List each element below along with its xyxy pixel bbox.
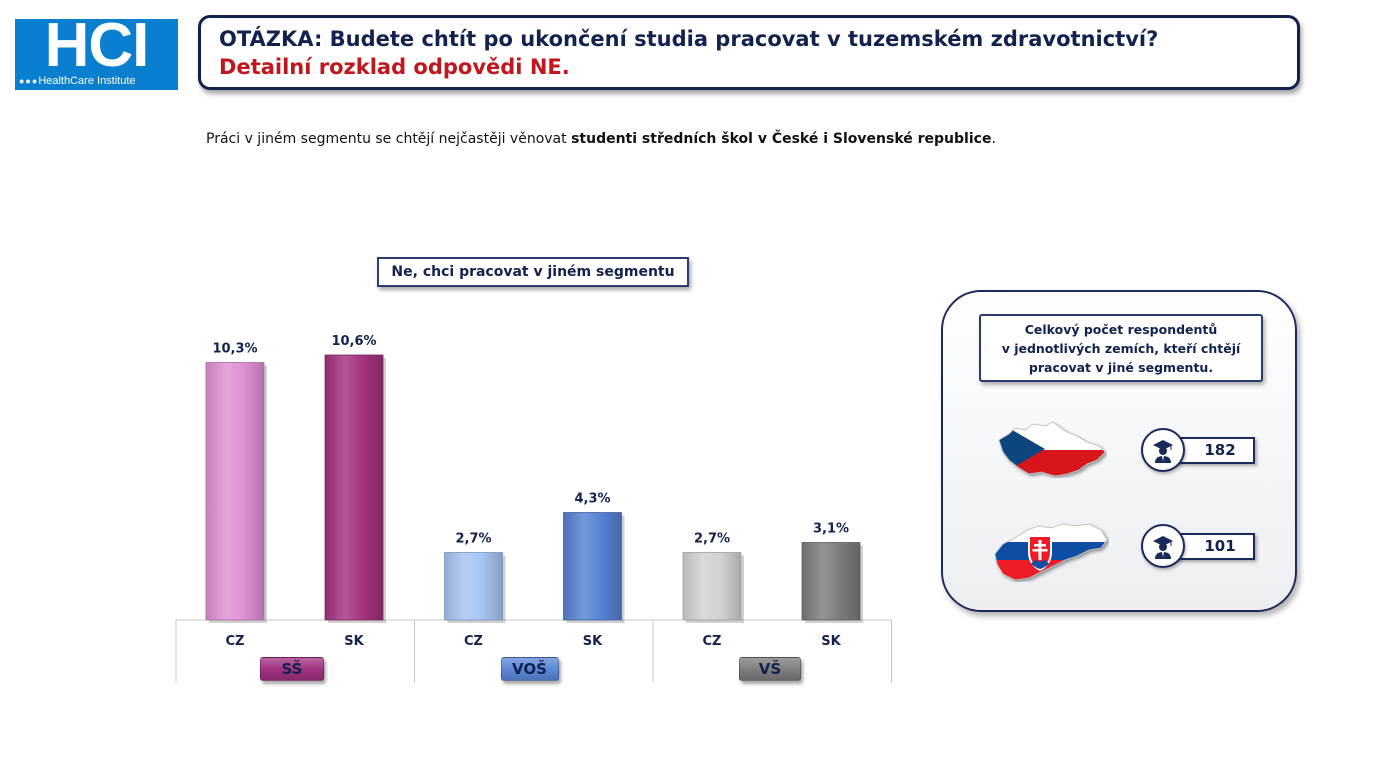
x-tick-label: SK: [821, 634, 841, 649]
graduate-icon: [1141, 428, 1185, 472]
panel-title-line: Celkový počet respondentů: [1024, 322, 1218, 337]
bar-SŠ-SK: [324, 354, 384, 621]
count-row-cz: 182: [1141, 428, 1257, 472]
slovak-flag-map-icon: [994, 523, 1108, 581]
bar-VOŠ-SK: [563, 512, 622, 621]
question-box: OTÁZKA: Budete chtít po ukončení studia …: [198, 15, 1300, 90]
count-row-sk: 101: [1141, 524, 1257, 568]
data-label: 3,1%: [813, 522, 849, 537]
group-label-VOŠ: VOŠ: [500, 657, 559, 681]
data-label: 2,7%: [455, 532, 491, 547]
question-text: OTÁZKA: Budete chtít po ukončení studia …: [219, 27, 1159, 51]
logo-text: HCI: [44, 11, 150, 80]
bar-VŠ-CZ: [682, 552, 742, 621]
respondent-count-sk: 101: [1171, 533, 1255, 560]
bar-SŠ-CZ: [205, 362, 265, 621]
group-label-VŠ: VŠ: [739, 657, 801, 681]
x-tick-label: SK: [344, 634, 364, 649]
data-label: 4,3%: [574, 492, 610, 507]
group-label-SŠ: SŠ: [260, 657, 324, 681]
data-label: 2,7%: [694, 532, 730, 547]
detail-text: Detailní rozklad odpovědi NE.: [219, 55, 570, 79]
bar-VOŠ-CZ: [444, 552, 503, 621]
data-label: 10,3%: [212, 342, 257, 357]
data-label: 10,6%: [331, 334, 376, 349]
czech-flag-map-icon: [998, 421, 1106, 477]
panel-title-line: pracovat v jiné segmentu.: [1028, 360, 1214, 375]
graduate-icon: [1141, 524, 1185, 568]
logo-subtitle: ●●●HealthCare Institute: [19, 75, 136, 87]
x-tick-label: CZ: [464, 634, 483, 649]
x-tick-label: SK: [583, 634, 603, 649]
bar-VŠ-SK: [801, 542, 861, 621]
x-tick-label: CZ: [703, 634, 722, 649]
respondent-count-cz: 182: [1171, 437, 1255, 464]
x-tick-label: CZ: [226, 634, 245, 649]
hci-logo: HCI ●●●HealthCare Institute: [15, 15, 178, 90]
chart-title: Ne, chci pracovat v jiném segmentu: [377, 257, 689, 287]
summary-text: Práci v jiném segmentu se chtějí nejčast…: [206, 131, 996, 147]
panel-title-line: v jednotlivých zemích, kteří chtějí: [1001, 341, 1241, 356]
panel-title: Celkový počet respondentů v jednotlivých…: [979, 314, 1263, 382]
respondent-count-panel: Celkový počet respondentů v jednotlivých…: [941, 290, 1297, 612]
